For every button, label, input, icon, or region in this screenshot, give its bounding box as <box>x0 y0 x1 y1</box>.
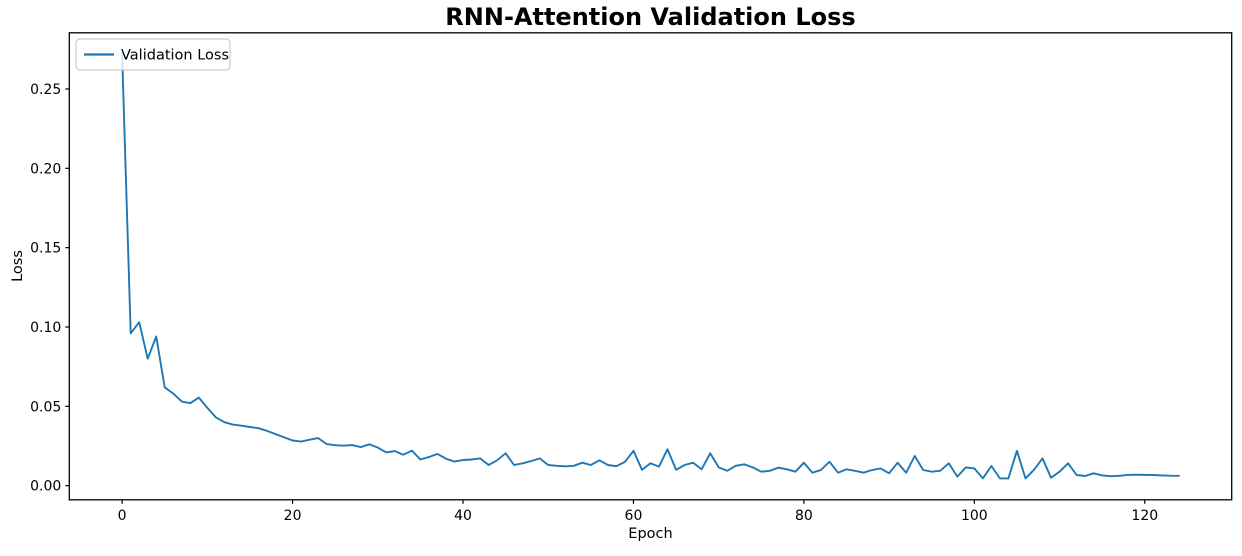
y-tick-label: 0.25 <box>30 82 61 98</box>
y-axis-label: Loss <box>10 250 26 282</box>
x-tick-label: 80 <box>795 508 813 524</box>
y-tick-label: 0.15 <box>30 241 61 257</box>
legend-label: Validation Loss <box>121 48 229 64</box>
x-tick-label: 100 <box>961 508 988 524</box>
y-tick-label: 0.20 <box>30 161 61 177</box>
x-tick-label: 120 <box>1131 508 1158 524</box>
plot-frame <box>68 32 1233 501</box>
x-tick-label: 60 <box>625 508 643 524</box>
y-tick-label: 0.10 <box>30 320 61 336</box>
chart-title: RNN-Attention Validation Loss <box>445 3 855 31</box>
legend: Validation Loss <box>75 38 231 71</box>
y-tick-label: 0.05 <box>30 399 61 415</box>
legend-box <box>75 38 231 71</box>
x-axis-label: Epoch <box>628 526 672 542</box>
x-tick-label: 0 <box>118 508 127 524</box>
validation-loss-line <box>121 53 1180 480</box>
y-tick-label: 0.00 <box>30 479 61 495</box>
x-tick-label: 40 <box>454 508 472 524</box>
x-axis-ticks: 0 20 40 60 80 100 120 <box>118 499 1158 524</box>
y-axis-ticks: 0.00 0.05 0.10 0.15 0.20 0.25 <box>30 82 70 495</box>
x-tick-label: 20 <box>284 508 302 524</box>
